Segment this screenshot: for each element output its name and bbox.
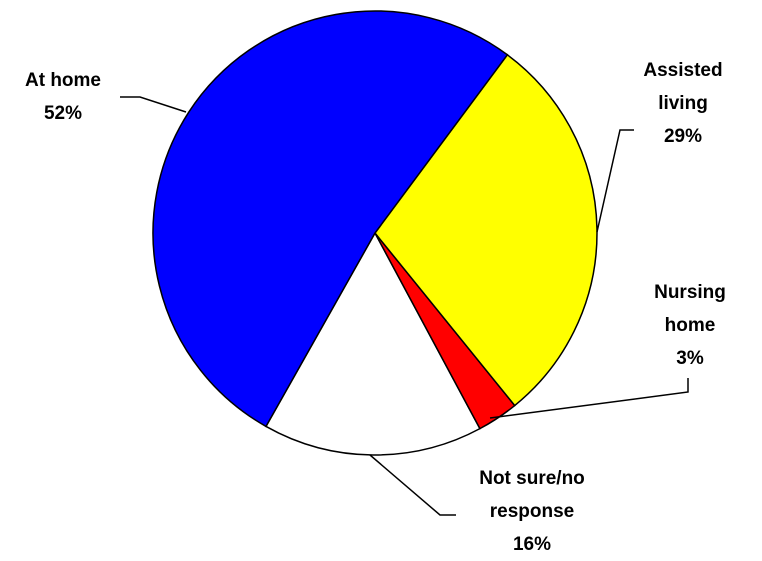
- category-label: Not sure/no response: [479, 468, 585, 522]
- category-label: Nursing home: [654, 282, 726, 336]
- value-label: 52%: [43, 103, 83, 124]
- pie-slice: [152, 10, 509, 428]
- slice-label: Nursing home 3%: [630, 276, 750, 375]
- slice-label: Assisted living 29%: [628, 54, 738, 153]
- slice-label: Not sure/no response 16%: [452, 462, 612, 561]
- category-label: Assisted living: [643, 60, 723, 114]
- leader-line: [120, 96, 187, 113]
- value-label: 16%: [512, 534, 552, 555]
- leader-line: [596, 129, 634, 233]
- leader-line: [489, 378, 689, 419]
- leader-line: [369, 454, 456, 516]
- category-label: At home: [25, 70, 101, 91]
- value-label: 29%: [663, 126, 703, 147]
- value-label: 3%: [676, 348, 704, 369]
- pie-slice: [374, 53, 598, 407]
- leader-lines: [120, 96, 689, 516]
- pie-slice: [264, 231, 481, 456]
- slice-label: At home 52%: [3, 64, 123, 130]
